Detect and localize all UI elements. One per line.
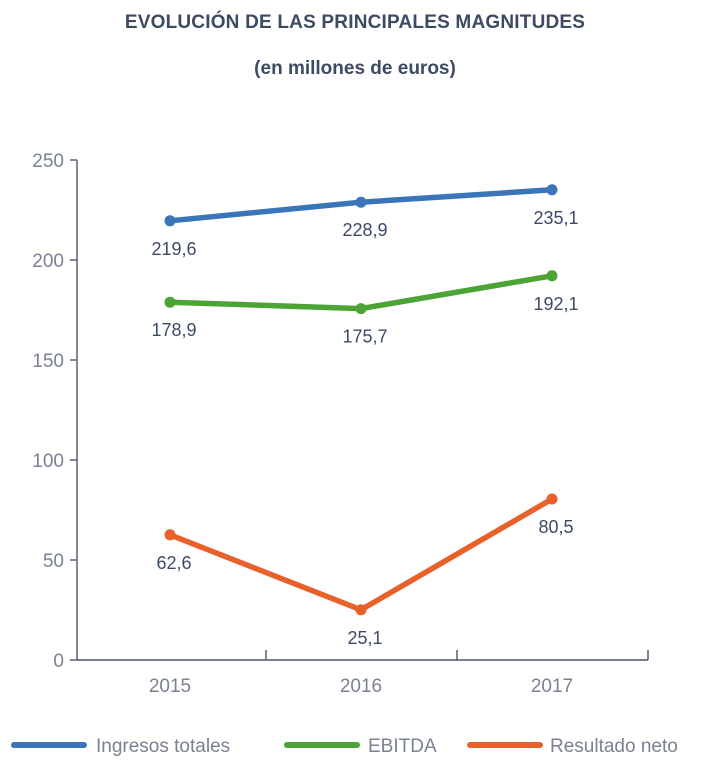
legend-label: Ingresos totales xyxy=(96,736,230,757)
legend-label: Resultado neto xyxy=(550,736,678,757)
data-point xyxy=(546,184,558,196)
x-tick-label: 2016 xyxy=(340,676,382,697)
data-label: 175,7 xyxy=(342,327,387,347)
y-tick-label: 250 xyxy=(32,151,64,172)
series-line xyxy=(167,496,555,613)
data-label: 228,9 xyxy=(342,220,387,240)
y-tick-label: 150 xyxy=(32,351,64,372)
data-label: 219,6 xyxy=(151,239,196,259)
data-label: 80,5 xyxy=(538,517,573,537)
y-tick-label: 0 xyxy=(53,651,64,672)
data-point xyxy=(355,604,367,616)
chart-subtitle: (en millones de euros) xyxy=(254,58,456,79)
data-point xyxy=(164,529,176,541)
data-point xyxy=(355,303,367,315)
y-tick-label: 100 xyxy=(32,451,64,472)
x-tick-label: 2015 xyxy=(149,676,191,697)
chart-title: EVOLUCIÓN DE LAS PRINCIPALES MAGNITUDES xyxy=(124,12,586,33)
data-point xyxy=(164,215,176,227)
data-label: 235,1 xyxy=(533,208,578,228)
data-label: 25,1 xyxy=(347,628,382,648)
data-point xyxy=(355,196,367,208)
x-tick-label: 2017 xyxy=(531,676,573,697)
legend-label: EBITDA xyxy=(368,736,437,757)
data-label: 62,6 xyxy=(156,553,191,573)
y-tick-label: 50 xyxy=(43,551,64,572)
data-label: 178,9 xyxy=(151,320,196,340)
data-point xyxy=(546,493,558,505)
data-point xyxy=(164,296,176,308)
data-point xyxy=(546,270,558,282)
y-tick-label: 200 xyxy=(32,251,64,272)
data-label: 192,1 xyxy=(533,294,578,314)
